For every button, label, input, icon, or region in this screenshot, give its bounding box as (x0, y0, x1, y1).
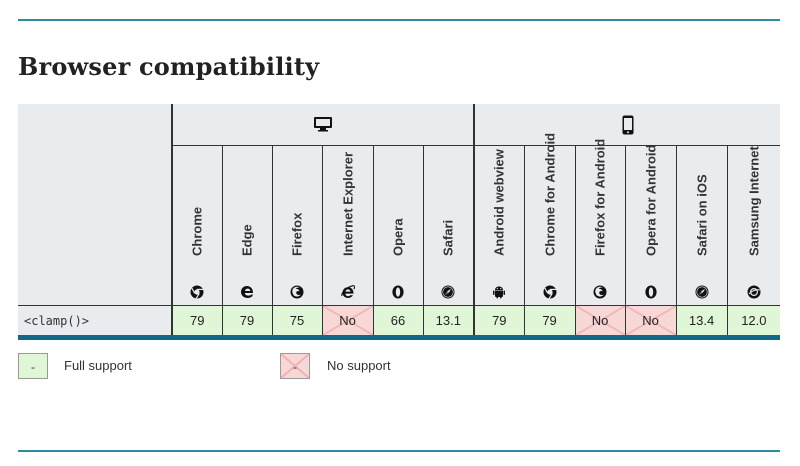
browser-name: Internet Explorer (340, 151, 355, 256)
browser-name: Opera (390, 218, 406, 256)
support-cell-edge: 79 (221, 305, 272, 335)
browser-header-chrome-for-android: Chrome for Android (523, 133, 576, 306)
support-cell-firefox: 75 (271, 305, 322, 335)
support-value: 79 (190, 313, 205, 328)
support-value: No (642, 313, 659, 328)
browser-name: Safari on iOS (694, 174, 710, 256)
browser-header-safari-on-ios: Safari on iOS (675, 145, 728, 306)
legend-no-support-swatch: - (280, 353, 310, 379)
opera-icon (644, 285, 657, 299)
desktop-icon (314, 117, 333, 132)
browser-name: Firefox (289, 212, 305, 256)
support-value: 75 (289, 313, 305, 328)
browser-name: Opera for Android (643, 144, 659, 256)
browser-name: Chrome for Android (542, 132, 558, 256)
legend-marker: - (293, 360, 297, 374)
table-corner (18, 104, 172, 306)
support-value: 79 (239, 313, 255, 328)
support-cell-chrome-for-android: 79 (523, 305, 576, 335)
browser-header-samsung-internet: Samsung Internet (726, 145, 781, 306)
browser-name: Samsung Internet (746, 146, 762, 256)
internet-explorer-icon (340, 285, 355, 298)
support-cell-firefox-for-android: No (574, 305, 626, 335)
chrome-icon (190, 285, 204, 299)
edge-icon (241, 286, 253, 298)
opera-icon (392, 285, 404, 299)
support-value: 79 (492, 313, 507, 328)
browser-name: Firefox for Android (592, 138, 608, 256)
browser-header-safari: Safari (422, 145, 475, 306)
browser-name: Chrome (189, 206, 205, 256)
samsung-internet-icon (747, 285, 761, 299)
browser-header-firefox-for-android: Firefox for Android (574, 139, 626, 306)
support-cell-opera-for-android: No (624, 305, 677, 335)
browser-header-opera-for-android: Opera for Android (624, 144, 677, 306)
feature-name: <clamp()> (18, 305, 172, 335)
support-value: 79 (542, 313, 557, 328)
browser-header-android-webview: Android webview (473, 145, 525, 306)
legend-marker: - (31, 360, 35, 374)
chrome-icon (543, 285, 557, 299)
support-cell-android-webview: 79 (473, 305, 525, 335)
support-value: 13.1 (435, 313, 461, 328)
support-value: 12.0 (741, 313, 767, 328)
support-value: 13.4 (688, 313, 715, 328)
support-cell-samsung-internet: 12.0 (726, 305, 781, 335)
android-icon (493, 286, 506, 299)
bottom-divider (18, 450, 780, 452)
support-cell-opera: 66 (372, 305, 423, 335)
support-cell-chrome: 79 (171, 305, 222, 335)
platform-desktop (170, 104, 475, 146)
support-cell-safari-on-ios: 13.4 (675, 305, 728, 335)
legend-full-support-label: Full support (64, 358, 132, 373)
support-cell-internet-explorer: No (321, 305, 373, 335)
firefox-icon (290, 285, 304, 299)
browser-name: Safari (440, 219, 456, 256)
compatibility-table: Chrome Edge Firefox Internet Explorer Opera S… (18, 104, 781, 340)
table-bottom-bar (18, 335, 781, 340)
platform-mobile (473, 104, 781, 146)
browser-header-chrome: Chrome (171, 145, 222, 306)
firefox-icon (593, 285, 607, 299)
legend-full-support-swatch: - (18, 353, 48, 379)
support-cell-safari: 13.1 (422, 305, 475, 335)
support-value: No (591, 313, 609, 328)
top-divider (18, 19, 780, 21)
safari-icon (695, 285, 709, 299)
section-title: Browser compatibility (18, 52, 320, 81)
mobile-icon (622, 115, 634, 134)
browser-header-firefox: Firefox (271, 145, 322, 306)
browser-name: Android webview (491, 149, 507, 256)
browser-name: Edge (239, 224, 255, 256)
support-value: No (339, 313, 356, 328)
browser-header-opera: Opera (372, 145, 423, 306)
browser-header-internet-explorer: Internet Explorer (321, 145, 373, 306)
browser-header-edge: Edge (221, 145, 272, 306)
support-value: 66 (390, 313, 406, 328)
legend-no-support-label: No support (327, 358, 391, 373)
safari-icon (441, 285, 455, 299)
